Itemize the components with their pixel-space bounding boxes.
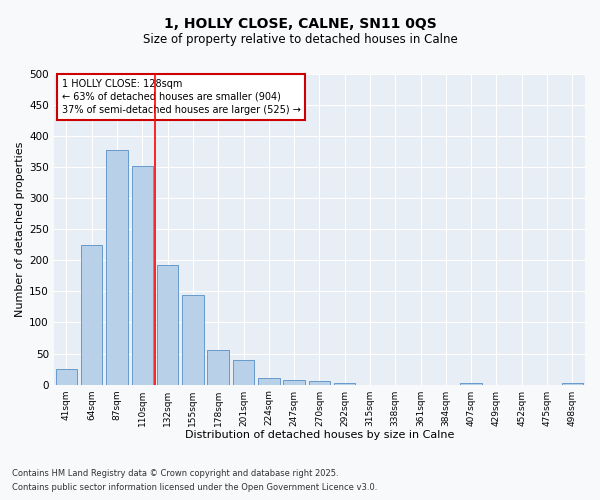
Bar xyxy=(233,360,254,384)
Bar xyxy=(208,350,229,384)
Bar xyxy=(56,369,77,384)
X-axis label: Distribution of detached houses by size in Calne: Distribution of detached houses by size … xyxy=(185,430,454,440)
Bar xyxy=(283,380,305,384)
Bar xyxy=(460,382,482,384)
Text: Contains HM Land Registry data © Crown copyright and database right 2025.: Contains HM Land Registry data © Crown c… xyxy=(12,468,338,477)
Y-axis label: Number of detached properties: Number of detached properties xyxy=(15,142,25,317)
Text: 1, HOLLY CLOSE, CALNE, SN11 0QS: 1, HOLLY CLOSE, CALNE, SN11 0QS xyxy=(164,18,436,32)
Text: 1 HOLLY CLOSE: 128sqm
← 63% of detached houses are smaller (904)
37% of semi-det: 1 HOLLY CLOSE: 128sqm ← 63% of detached … xyxy=(62,78,301,115)
Bar xyxy=(258,378,280,384)
Bar xyxy=(81,246,103,384)
Bar xyxy=(157,264,178,384)
Bar xyxy=(182,294,203,384)
Bar xyxy=(131,166,153,384)
Bar xyxy=(308,382,330,384)
Text: Size of property relative to detached houses in Calne: Size of property relative to detached ho… xyxy=(143,32,457,46)
Bar xyxy=(106,150,128,384)
Text: Contains public sector information licensed under the Open Government Licence v3: Contains public sector information licen… xyxy=(12,484,377,492)
